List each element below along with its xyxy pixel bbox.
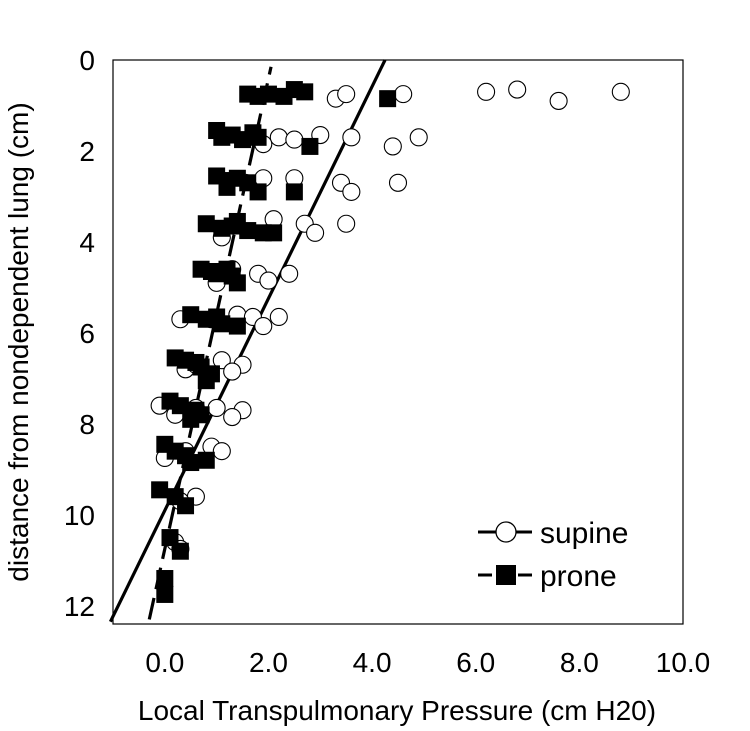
supine-point <box>280 264 299 283</box>
y-tick-label: 2 <box>79 136 95 167</box>
prone-legend-marker <box>496 565 516 585</box>
prone-point <box>151 481 169 499</box>
prone-point <box>156 585 174 603</box>
supine-point <box>254 317 273 336</box>
prone-point <box>218 178 236 196</box>
x-tick-label: 8.0 <box>560 647 599 678</box>
prone-point <box>171 397 189 415</box>
supine-point <box>611 82 630 101</box>
supine-point <box>223 407 242 427</box>
x-tick-label: 0.0 <box>145 647 184 678</box>
x-axis: 0.0 2.0 4.0 6.0 8.0 10.0 <box>145 647 710 678</box>
plot-area <box>112 59 684 625</box>
prone-point <box>301 137 319 155</box>
prone-fit-line <box>147 66 273 620</box>
legend: supine prone <box>478 517 628 593</box>
supine-point <box>342 128 361 147</box>
y-tick-label: 12 <box>64 591 95 622</box>
supine-point <box>394 85 413 104</box>
prone-point <box>228 317 246 335</box>
y-axis: 0 2 4 6 8 10 12 <box>64 45 95 622</box>
y-tick-label: 10 <box>64 500 95 531</box>
supine-point <box>337 214 356 233</box>
prone-point <box>156 570 174 588</box>
prone-legend-label: prone <box>540 560 617 593</box>
supine-point <box>508 80 527 99</box>
prone-point <box>249 128 267 146</box>
supine-point <box>223 362 242 381</box>
supine-point <box>342 182 361 201</box>
supine-fit-line <box>108 59 387 623</box>
data-points <box>150 80 630 603</box>
x-tick-label: 10.0 <box>656 647 711 678</box>
x-tick-label: 6.0 <box>456 647 495 678</box>
y-tick-label: 8 <box>79 409 95 440</box>
supine-point <box>383 137 402 156</box>
supine-legend-label: supine <box>540 517 628 550</box>
x-tick-label: 4.0 <box>353 647 392 678</box>
y-tick-label: 4 <box>79 227 95 258</box>
supine-point <box>269 128 288 147</box>
supine-point <box>477 82 496 101</box>
prone-point <box>197 372 215 390</box>
prone-point <box>259 85 277 103</box>
x-tick-label: 2.0 <box>249 647 288 678</box>
supine-point <box>549 91 568 110</box>
y-tick-label: 6 <box>79 318 95 349</box>
prone-point <box>182 454 200 472</box>
prone-point <box>197 451 215 469</box>
prone-point <box>197 215 215 233</box>
supine-point <box>269 307 288 327</box>
prone-point <box>182 410 200 428</box>
supine-legend-marker <box>495 521 517 543</box>
prone-point <box>249 183 267 201</box>
supine-point <box>337 85 356 104</box>
fit-lines <box>108 59 387 623</box>
x-axis-title: Local Transpulmonary Pressure (cm H20) <box>138 695 656 726</box>
supine-point <box>259 271 278 290</box>
y-axis-title: distance from nondependent lung (cm) <box>3 102 34 581</box>
prone-point <box>265 224 283 242</box>
supine-point <box>212 442 231 461</box>
supine-point <box>285 130 304 149</box>
supine-point <box>306 223 325 242</box>
prone-point <box>213 315 231 333</box>
supine-point <box>207 398 226 418</box>
supine-point <box>409 128 428 147</box>
prone-point <box>296 83 314 101</box>
prone-point <box>228 274 246 292</box>
prone-point <box>161 529 179 547</box>
supine-point <box>212 351 231 370</box>
prone-point <box>285 183 303 201</box>
prone-point <box>182 306 200 324</box>
supine-point <box>388 173 408 192</box>
prone-point <box>379 90 397 108</box>
y-tick-label: 0 <box>79 45 95 76</box>
prone-point <box>239 222 257 240</box>
prone-point <box>171 542 189 560</box>
prone-point <box>177 497 195 515</box>
